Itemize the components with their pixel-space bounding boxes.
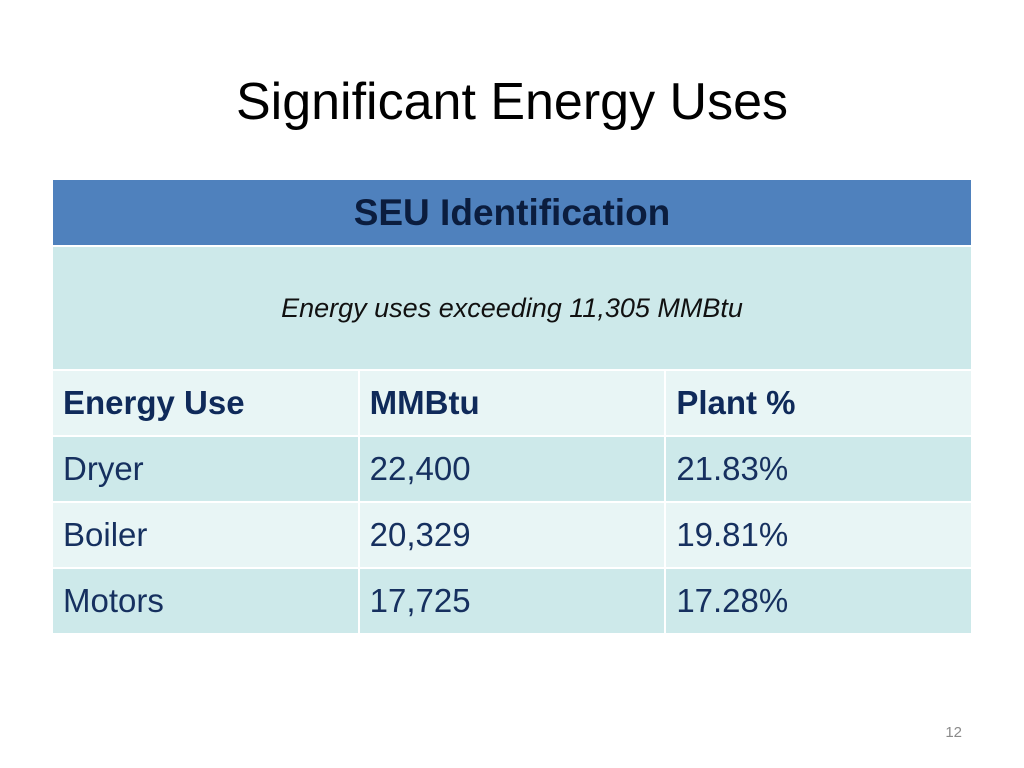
table-header: SEU Identification: [51, 178, 973, 247]
cell-plant-pct: 21.83%: [664, 435, 973, 503]
table-row: Motors 17,725 17.28%: [51, 567, 973, 635]
slide-title: Significant Energy Uses: [235, 73, 789, 131]
cell-energy-use: Boiler: [51, 501, 360, 569]
cell-energy-use: Dryer: [51, 435, 360, 503]
table-header-row: SEU Identification: [51, 178, 973, 247]
cell-energy-use: Motors: [51, 567, 360, 635]
cell-plant-pct: 17.28%: [664, 567, 973, 635]
seu-table: SEU Identification Energy uses exceeding…: [51, 178, 973, 635]
table-row: Dryer 22,400 21.83%: [51, 435, 973, 503]
column-header-row: Energy Use MMBtu Plant %: [51, 369, 973, 437]
cell-mmbtu: 22,400: [357, 435, 667, 503]
table-subheader: Energy uses exceeding 11,305 MMBtu: [51, 245, 973, 371]
table-subheader-row: Energy uses exceeding 11,305 MMBtu: [51, 245, 973, 371]
table-row: Boiler 20,329 19.81%: [51, 501, 973, 569]
column-header-mmbtu: MMBtu: [357, 369, 667, 437]
cell-plant-pct: 19.81%: [664, 501, 973, 569]
column-header-plant-pct: Plant %: [664, 369, 973, 437]
cell-mmbtu: 17,725: [357, 567, 667, 635]
page-number: 12: [945, 724, 962, 741]
cell-mmbtu: 20,329: [357, 501, 667, 569]
column-header-energy-use: Energy Use: [51, 369, 360, 437]
